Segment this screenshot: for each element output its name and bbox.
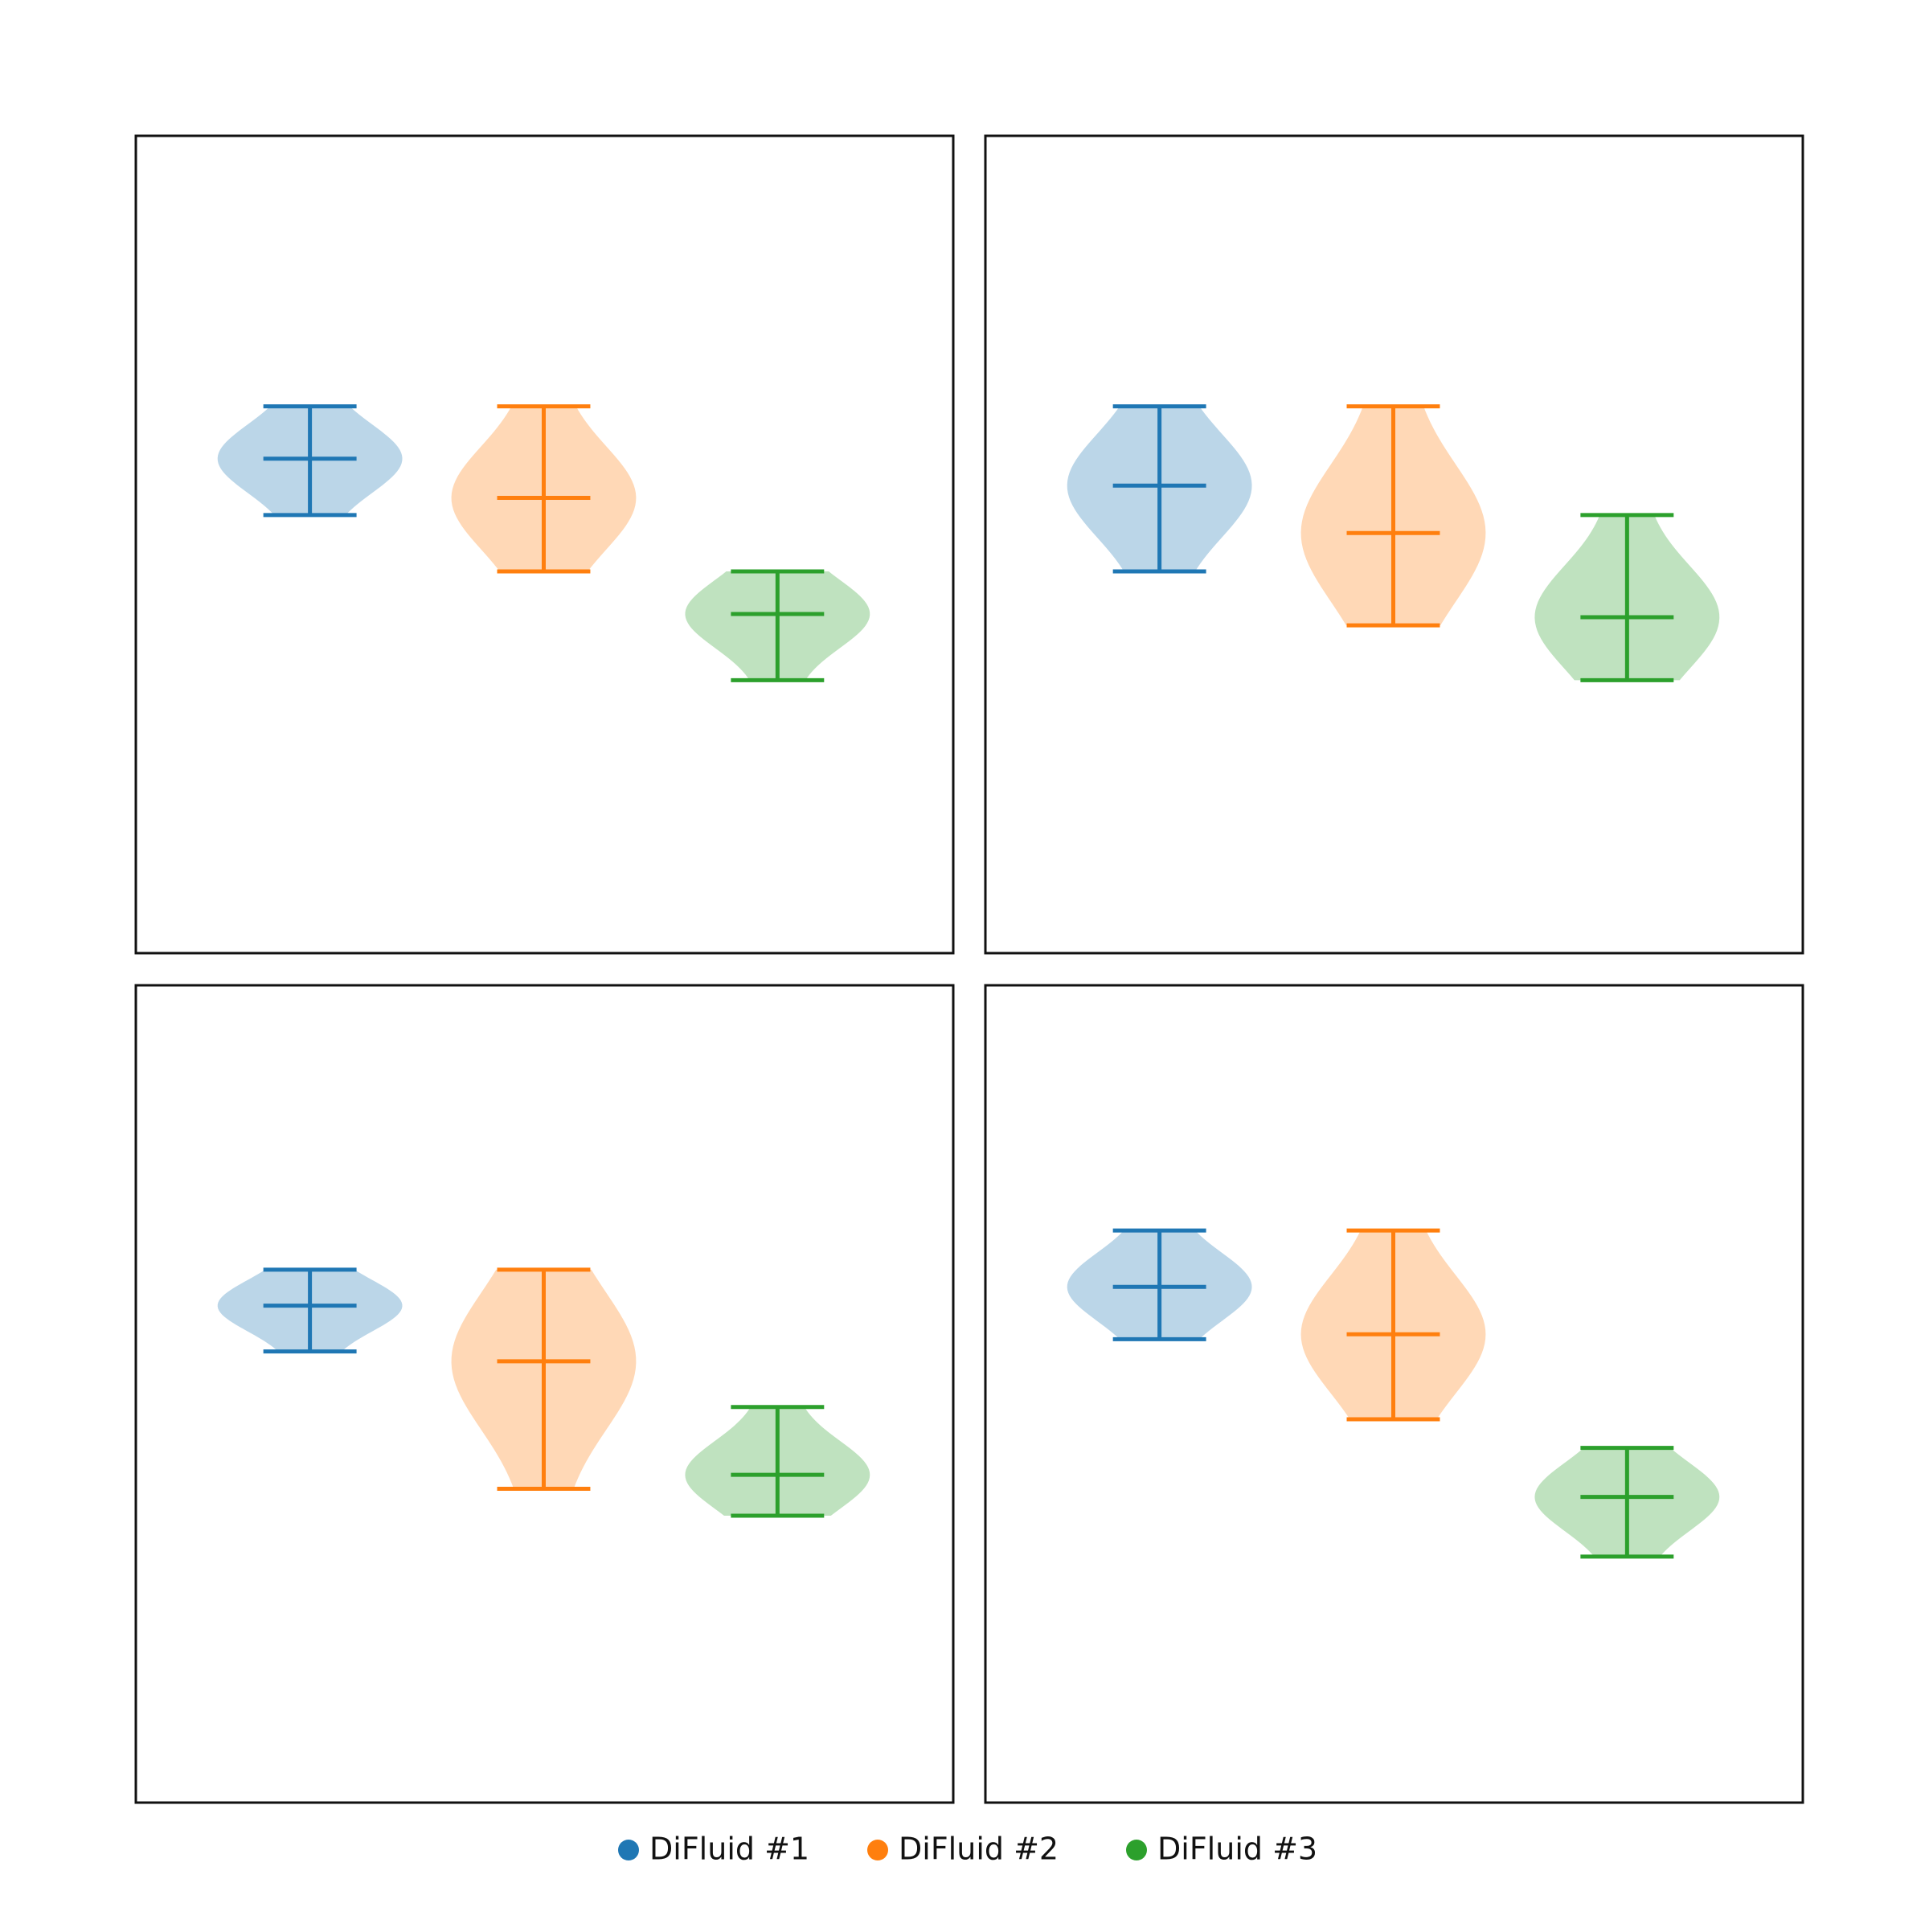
legend-label: DiFluid #3 bbox=[1157, 1832, 1317, 1867]
panel-frame bbox=[134, 134, 955, 955]
panel-frame bbox=[984, 134, 1804, 955]
panel-frame bbox=[984, 984, 1804, 1804]
legend-marker bbox=[867, 1840, 888, 1860]
legend-label: DiFluid #1 bbox=[649, 1832, 809, 1867]
panel-frame bbox=[134, 984, 955, 1804]
legend-marker bbox=[618, 1840, 639, 1860]
legend-label: DiFluid #2 bbox=[899, 1832, 1059, 1867]
legend-marker bbox=[1126, 1840, 1147, 1860]
